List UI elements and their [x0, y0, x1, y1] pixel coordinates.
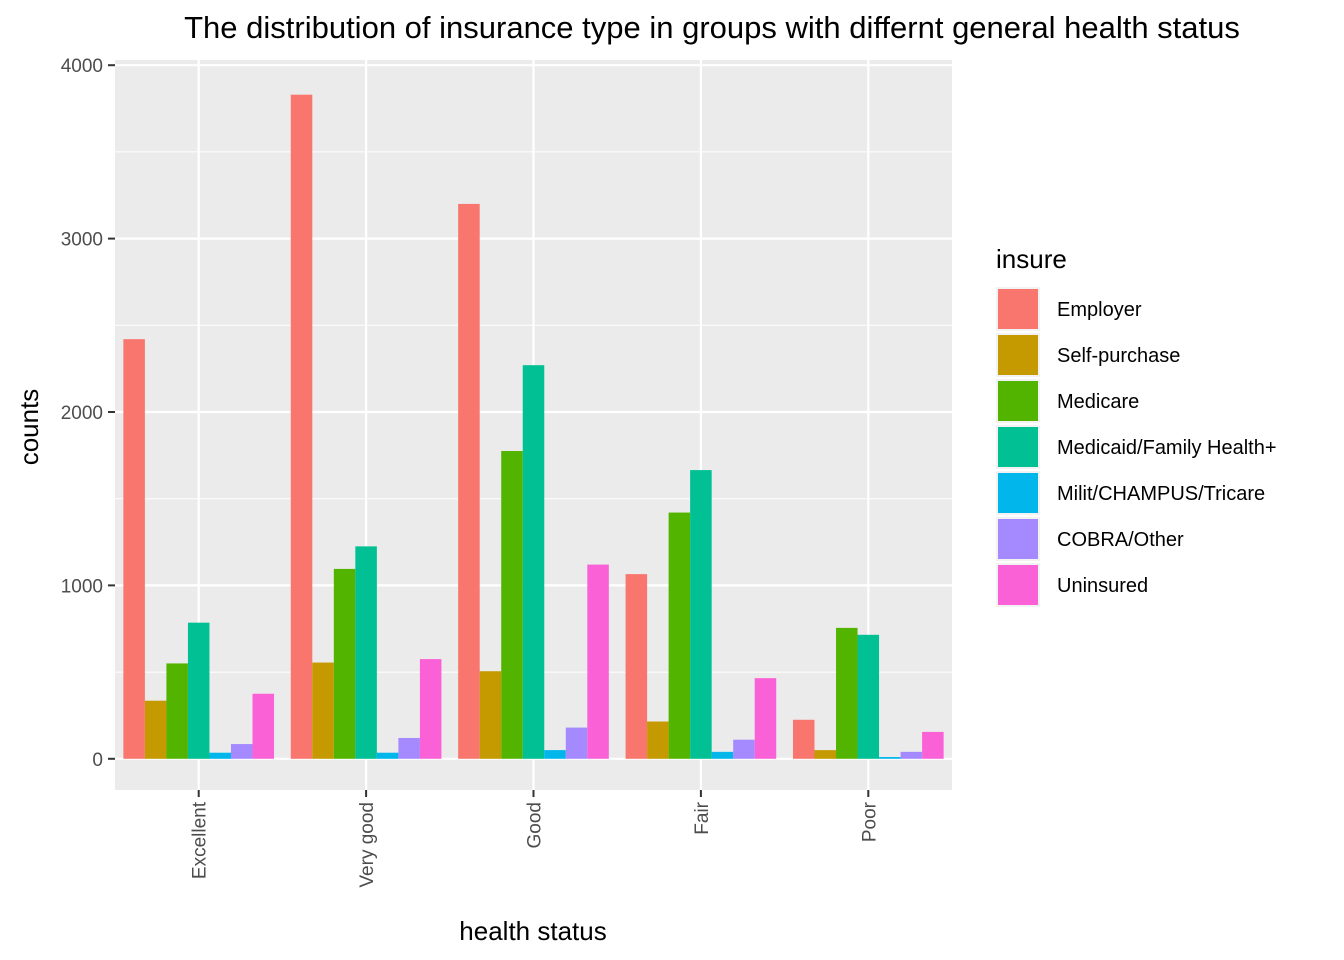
legend-label: Uninsured	[1057, 575, 1148, 597]
bar	[544, 750, 566, 759]
legend-label: Employer	[1057, 299, 1142, 321]
bar	[252, 693, 275, 759]
bar	[711, 751, 734, 759]
y-axis: 0 1000 2000 3000 4000	[61, 56, 115, 771]
legend-swatch	[998, 381, 1038, 421]
legend-label: Self-purchase	[1057, 345, 1180, 367]
bar	[900, 751, 923, 759]
y-tick-label: 0	[92, 750, 103, 771]
x-tick-label: Fair	[692, 801, 713, 834]
legend-swatch	[998, 427, 1038, 467]
bar	[668, 512, 691, 759]
chart-title: The distribution of insurance type in gr…	[184, 10, 1240, 45]
bar	[123, 339, 145, 759]
legend-title: insure	[996, 244, 1067, 274]
bar	[690, 470, 712, 759]
plot-panel	[115, 60, 952, 790]
y-tick-label: 1000	[61, 576, 103, 597]
bar	[230, 744, 253, 759]
bar	[458, 203, 480, 759]
bar	[501, 451, 523, 759]
bar	[565, 727, 588, 759]
bar	[733, 739, 755, 759]
bar	[857, 634, 880, 759]
bar	[522, 365, 545, 759]
y-tick-label: 2000	[61, 403, 103, 424]
bar	[479, 671, 502, 759]
bar	[922, 731, 944, 759]
x-tick-label: Good	[525, 802, 546, 848]
legend-swatch	[998, 289, 1038, 329]
legend-swatch	[998, 519, 1038, 559]
bar	[355, 546, 377, 759]
legend: insure Employer Self-purchase Medicare Medi…	[996, 244, 1277, 607]
legend-label: COBRA/Other	[1057, 529, 1184, 551]
x-axis: Excellent Very good Good Fair Poor	[190, 790, 880, 888]
legend-label: Milit/CHAMPUS/Tricare	[1057, 483, 1265, 505]
bar	[625, 574, 648, 759]
bar	[166, 663, 188, 759]
x-tick-label: Very good	[357, 802, 378, 888]
bar	[647, 721, 669, 759]
x-axis-title: health status	[459, 916, 606, 946]
y-tick-label: 4000	[61, 56, 103, 77]
bar	[879, 757, 901, 759]
legend-label: Medicare	[1057, 391, 1139, 413]
legend-label: Medicaid/Family Health+	[1057, 437, 1277, 459]
bar	[312, 662, 334, 759]
x-tick-label: Excellent	[190, 801, 211, 879]
x-tick-label: Poor	[859, 801, 880, 842]
bar	[187, 622, 210, 759]
y-axis-title: counts	[14, 389, 44, 466]
bar	[836, 627, 858, 759]
legend-swatch	[998, 565, 1038, 605]
bar	[419, 659, 442, 759]
bar	[144, 700, 167, 759]
bar	[587, 564, 609, 759]
bar	[376, 752, 399, 759]
bar	[814, 750, 837, 759]
bar	[792, 719, 815, 759]
legend-swatch	[998, 473, 1038, 513]
bar	[754, 678, 777, 759]
bar	[398, 737, 420, 759]
bar	[290, 94, 313, 759]
bar	[333, 568, 356, 759]
legend-swatch	[998, 335, 1038, 375]
bar	[209, 752, 231, 759]
y-tick-label: 3000	[61, 230, 103, 251]
